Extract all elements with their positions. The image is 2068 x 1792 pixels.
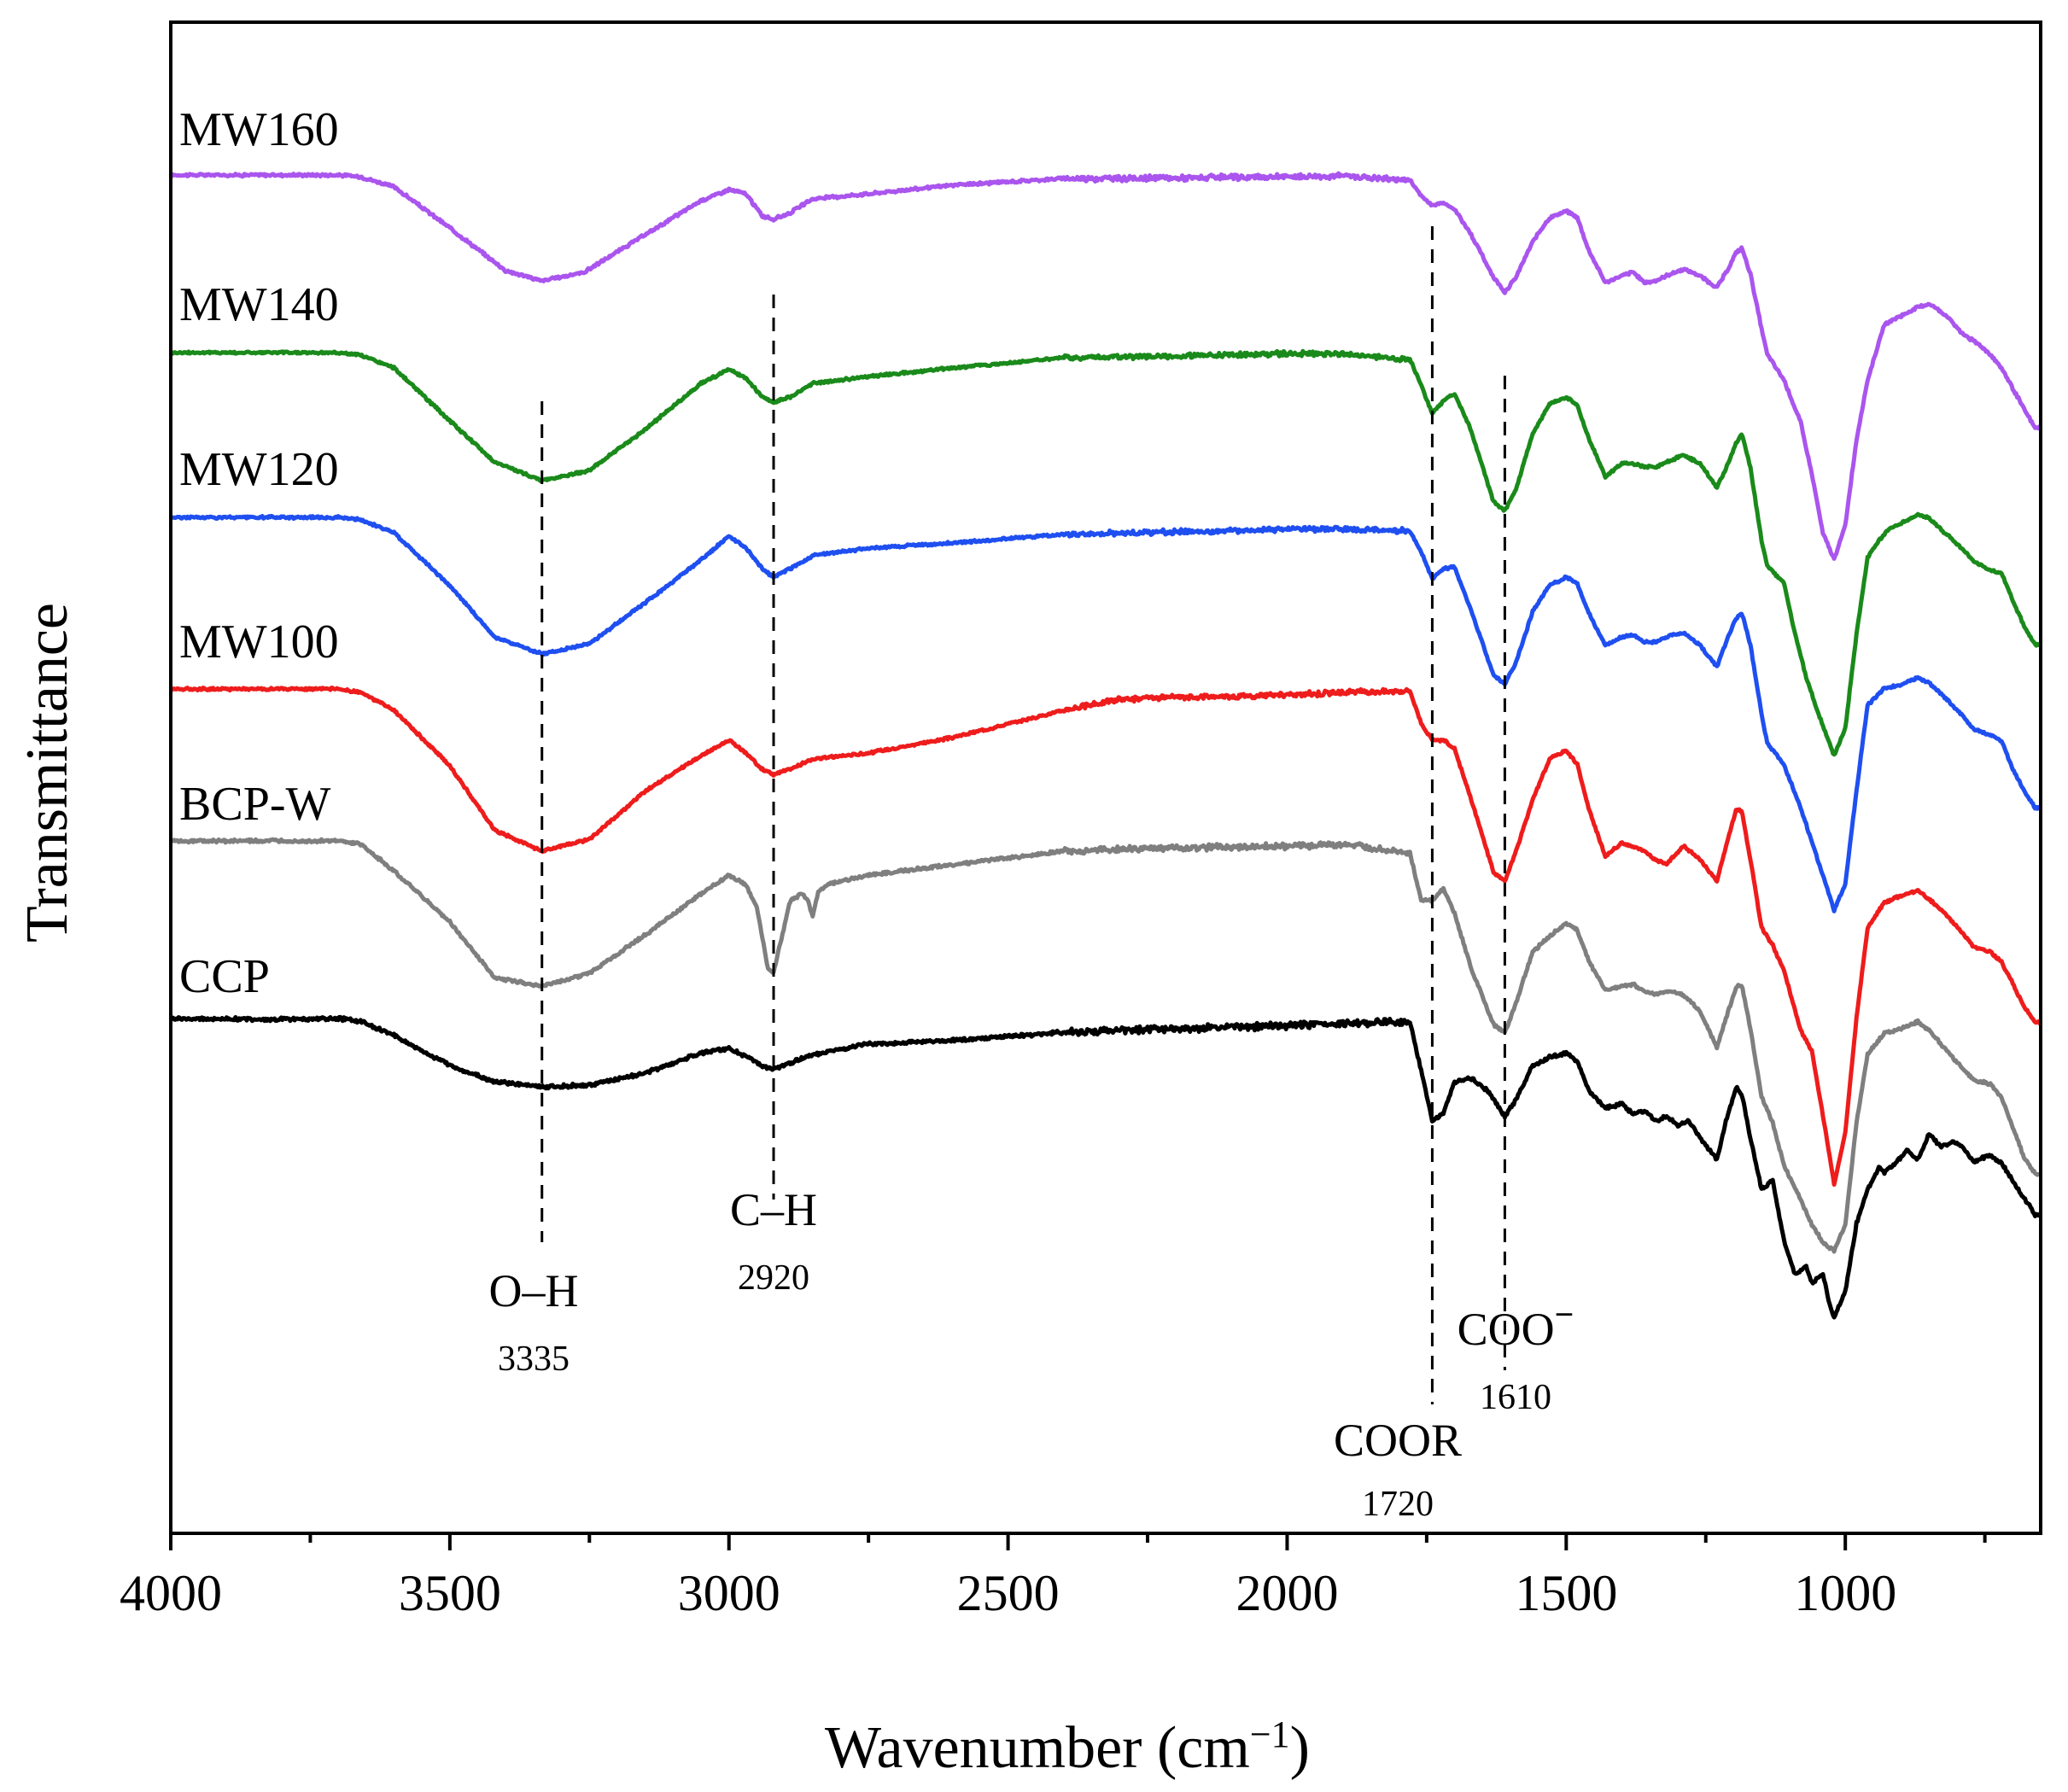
series-line-mw140	[169, 348, 2042, 757]
x-tick-label: 4000	[120, 1565, 222, 1621]
x-tick-label: 2000	[1236, 1565, 1338, 1621]
y-axis-label: Transmittance	[15, 603, 80, 943]
annotations: O–H 3335 C–H 2920 COOR 1720 COO− 1610	[489, 1184, 1574, 1524]
series-label-mw100: MW100	[179, 616, 339, 668]
series-line-bcp-w	[169, 837, 2042, 1254]
series-line-mw120	[169, 513, 2042, 914]
series-label-mw160: MW160	[179, 103, 339, 156]
annotation-lines	[540, 226, 1506, 1404]
series-label-ccp: CCP	[179, 950, 270, 1003]
x-tick-label: 3000	[678, 1565, 780, 1621]
series-line-ccp	[169, 1014, 2042, 1320]
annotation-label-1720: COOR	[1334, 1415, 1462, 1466]
annotation-wavenumber-1720: 1720	[1362, 1485, 1434, 1524]
series-group	[168, 171, 2042, 1320]
annotation-wavenumber-3335: 3335	[498, 1340, 570, 1379]
annotation-wavenumber-2920: 2920	[738, 1258, 809, 1298]
x-tick-label: 3500	[399, 1565, 501, 1621]
x-axis: 4000 3500 3000 2500 2000 1500 1000	[120, 1533, 1987, 1621]
annotation-label-2920: C–H	[730, 1184, 817, 1235]
annotation-wavenumber-1610: 1610	[1480, 1378, 1551, 1417]
series-label-mw140: MW140	[179, 278, 339, 331]
series-line-mw100	[169, 686, 2042, 1187]
x-tick-label: 1000	[1794, 1565, 1896, 1621]
plot-frame	[169, 20, 2042, 1535]
series-label-bcp-w: BCP-W	[179, 778, 330, 831]
x-axis-label: Wavenumber (cm−1)	[825, 1713, 1310, 1782]
annotation-label-1610: COO−	[1458, 1295, 1574, 1356]
x-tick-label: 1500	[1515, 1565, 1617, 1621]
x-tick-label: 2500	[957, 1565, 1060, 1621]
annotation-label-3335: O–H	[489, 1265, 579, 1316]
series-line-mw160	[168, 171, 2042, 561]
series-labels: MW160 MW140 MW120 MW100 BCP-W CCP	[179, 103, 339, 1003]
series-label-mw120: MW120	[179, 443, 339, 496]
